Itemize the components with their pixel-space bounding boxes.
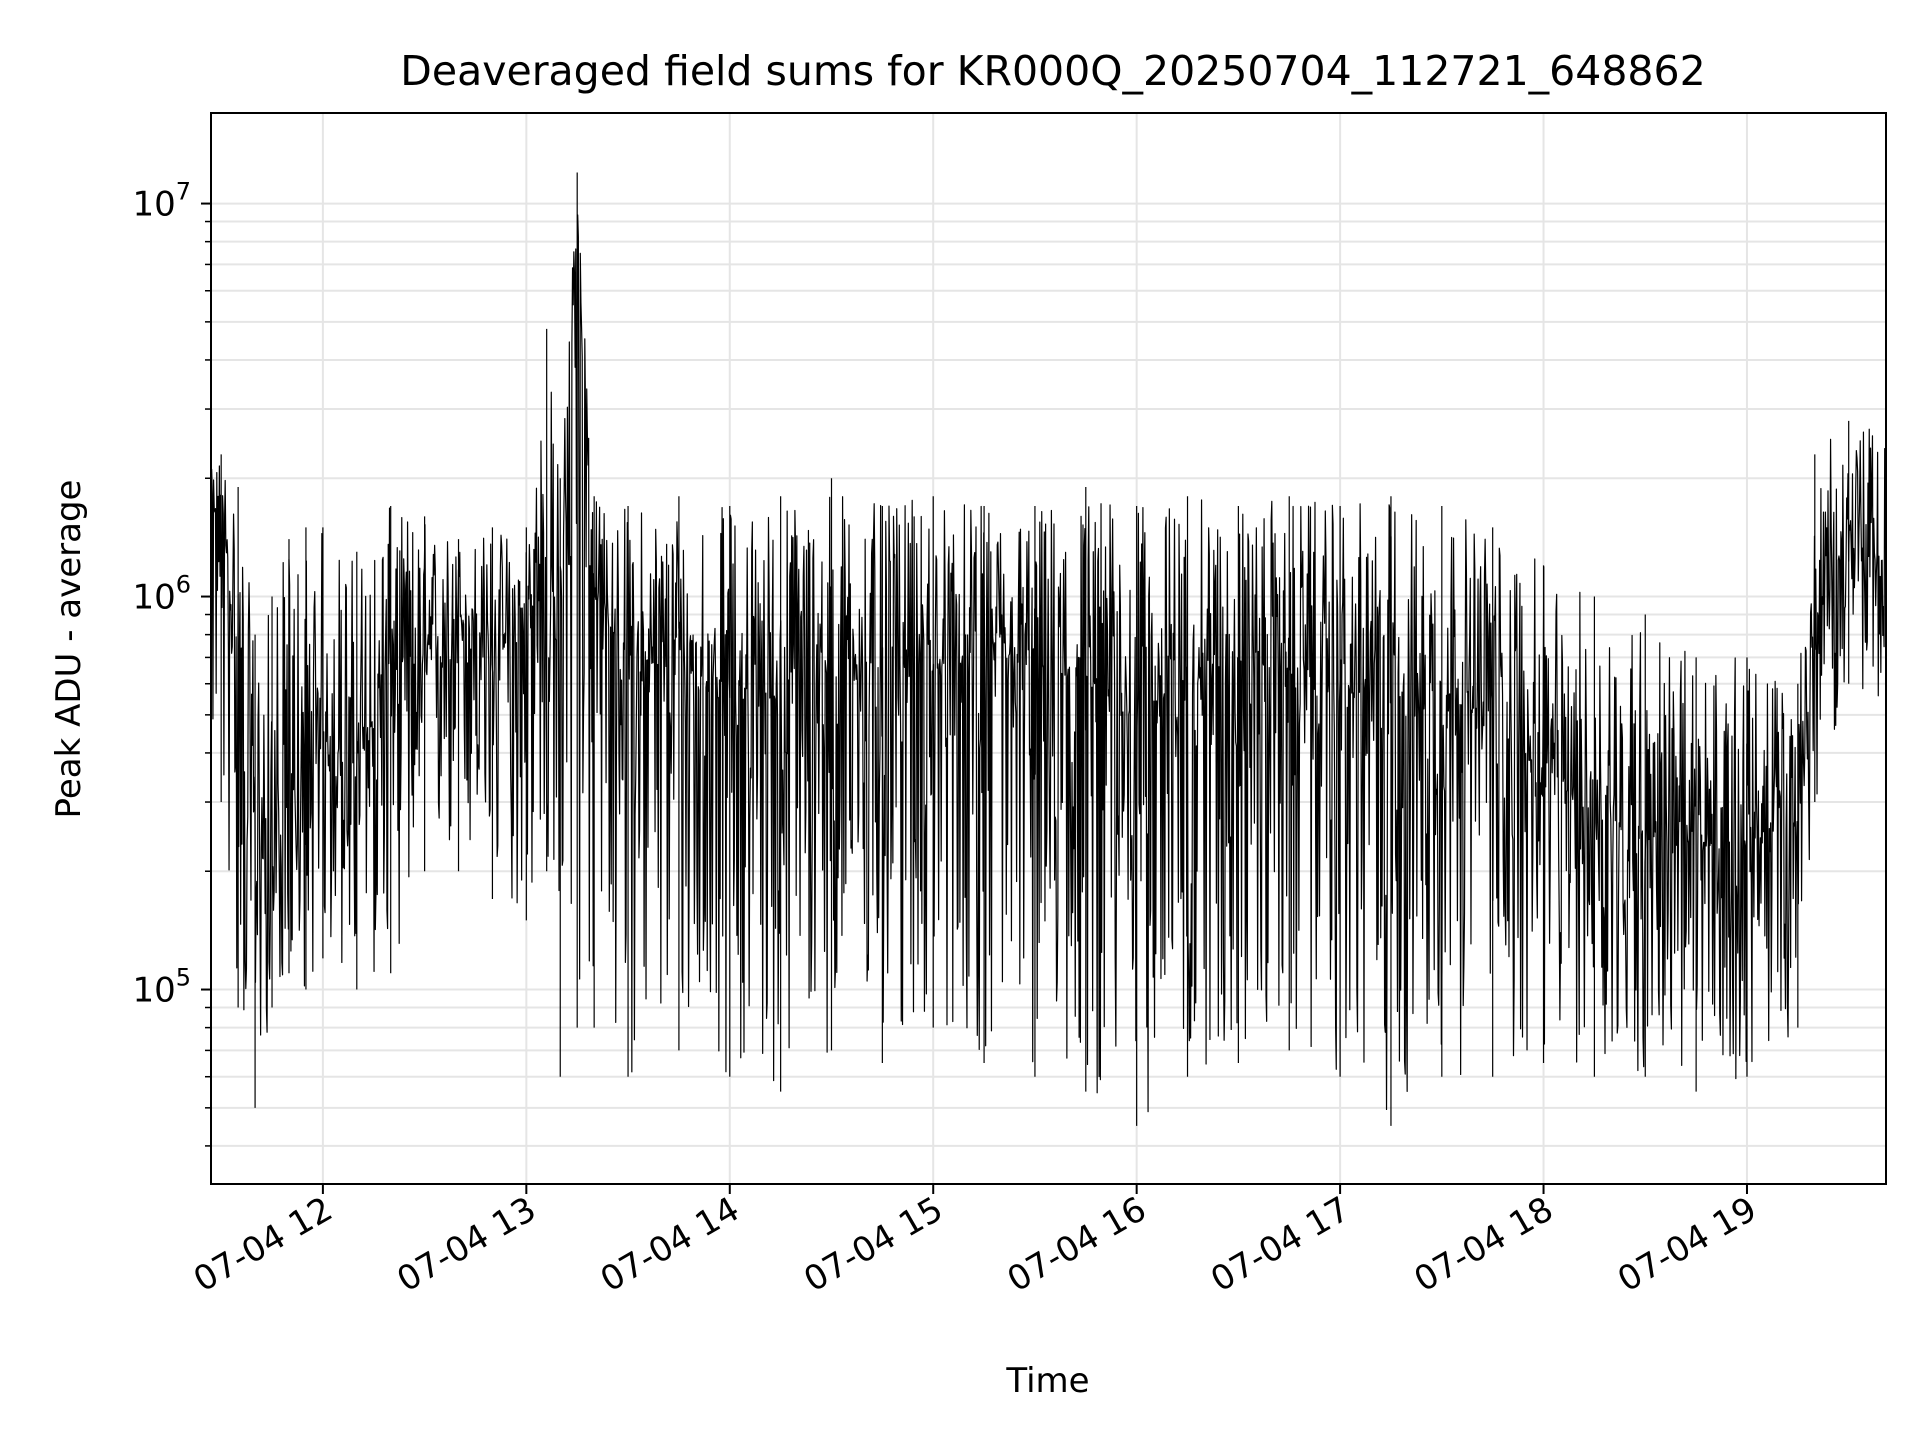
y-tick-label: 106 <box>132 571 191 618</box>
chart-title: Deaveraged field sums for KR000Q_2025070… <box>400 47 1705 95</box>
y-axis-label: Peak ADU - average <box>49 480 89 819</box>
y-tick-exponent: 5 <box>176 964 191 992</box>
y-tick-base: 10 <box>132 971 175 1011</box>
x-axis-label: Time <box>1005 1361 1089 1401</box>
series-line <box>210 214 1887 1113</box>
y-tick-exponent: 6 <box>176 571 191 599</box>
plot-frame <box>210 112 1887 1185</box>
y-tick-base: 10 <box>132 578 175 618</box>
y-tick-label: 105 <box>132 964 191 1011</box>
y-tick-exponent: 7 <box>176 178 191 206</box>
y-tick-base: 10 <box>132 185 175 225</box>
y-tick-label: 107 <box>132 178 191 225</box>
